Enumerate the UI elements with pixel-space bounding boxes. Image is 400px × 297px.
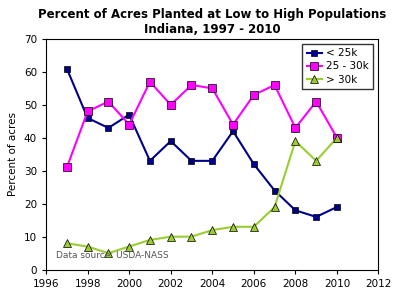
> 30k bbox=[293, 139, 298, 143]
25 - 30k bbox=[127, 123, 132, 127]
> 30k bbox=[148, 238, 152, 242]
25 - 30k bbox=[168, 103, 173, 107]
> 30k bbox=[314, 159, 318, 163]
25 - 30k bbox=[64, 166, 69, 169]
< 25k bbox=[106, 126, 111, 130]
> 30k bbox=[127, 245, 132, 248]
> 30k bbox=[85, 245, 90, 248]
< 25k bbox=[148, 159, 152, 163]
> 30k bbox=[64, 241, 69, 245]
Line: > 30k: > 30k bbox=[63, 134, 341, 257]
> 30k bbox=[334, 136, 339, 140]
Y-axis label: Percent of acres: Percent of acres bbox=[8, 112, 18, 196]
25 - 30k bbox=[189, 83, 194, 87]
< 25k bbox=[334, 205, 339, 209]
< 25k bbox=[210, 159, 215, 163]
Text: Data source: USDA-NASS: Data source: USDA-NASS bbox=[56, 251, 169, 260]
Line: 25 - 30k: 25 - 30k bbox=[63, 78, 341, 172]
< 25k bbox=[189, 159, 194, 163]
< 25k bbox=[252, 162, 256, 166]
> 30k bbox=[252, 225, 256, 229]
Line: < 25k: < 25k bbox=[63, 65, 340, 220]
< 25k bbox=[127, 113, 132, 116]
< 25k bbox=[231, 129, 236, 133]
< 25k bbox=[168, 139, 173, 143]
25 - 30k bbox=[210, 86, 215, 90]
< 25k bbox=[85, 116, 90, 120]
< 25k bbox=[272, 189, 277, 192]
> 30k bbox=[272, 205, 277, 209]
25 - 30k bbox=[148, 80, 152, 83]
25 - 30k bbox=[231, 123, 236, 127]
> 30k bbox=[231, 225, 236, 229]
25 - 30k bbox=[334, 136, 339, 140]
> 30k bbox=[189, 235, 194, 238]
> 30k bbox=[168, 235, 173, 238]
> 30k bbox=[210, 228, 215, 232]
Title: Percent of Acres Planted at Low to High Populations
Indiana, 1997 - 2010: Percent of Acres Planted at Low to High … bbox=[38, 8, 386, 36]
> 30k bbox=[106, 251, 111, 255]
< 25k bbox=[293, 208, 298, 212]
25 - 30k bbox=[252, 93, 256, 97]
< 25k bbox=[64, 67, 69, 70]
25 - 30k bbox=[293, 126, 298, 130]
25 - 30k bbox=[314, 100, 318, 103]
< 25k bbox=[314, 215, 318, 219]
Legend: < 25k, 25 - 30k, > 30k: < 25k, 25 - 30k, > 30k bbox=[302, 44, 373, 89]
25 - 30k bbox=[106, 100, 111, 103]
25 - 30k bbox=[272, 83, 277, 87]
25 - 30k bbox=[85, 110, 90, 113]
